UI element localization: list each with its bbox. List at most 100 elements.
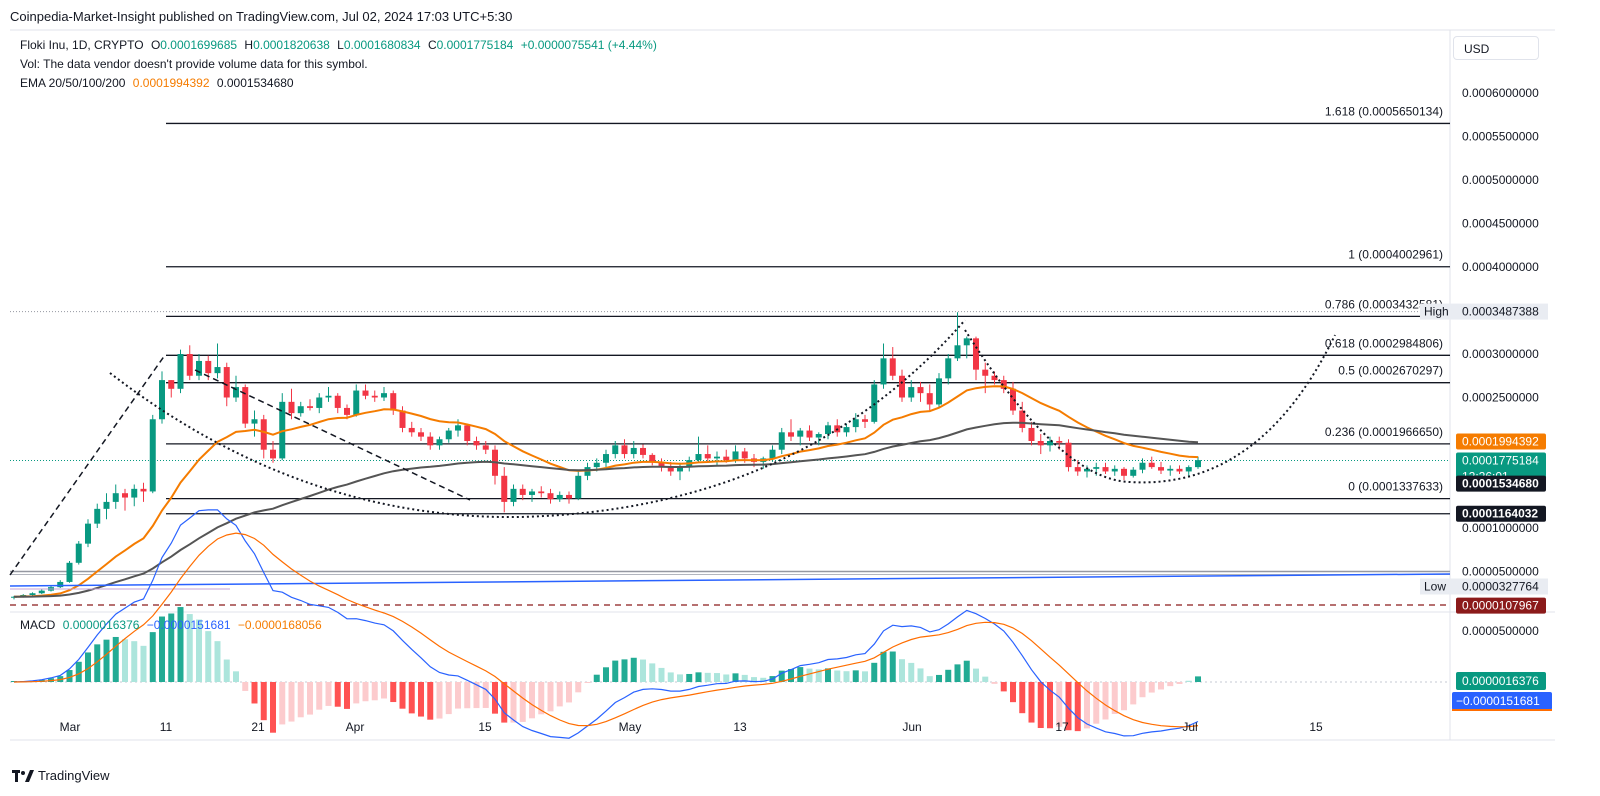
macd-histogram-bar — [649, 663, 656, 682]
time-tick-label: May — [619, 720, 642, 734]
macd-histogram-bar — [991, 682, 998, 684]
candle-body — [963, 338, 970, 346]
macd-histogram-bar — [1010, 682, 1016, 703]
trend-dashed-down — [194, 369, 471, 501]
candle-body — [418, 432, 424, 437]
macd-histogram-bar — [362, 682, 369, 702]
macd-histogram-bar — [122, 639, 128, 682]
candle-body — [131, 488, 138, 498]
macd-histogram-bar — [751, 677, 757, 682]
macd-histogram-bar — [843, 671, 850, 682]
price-label-value: 0.0003487388 — [1462, 305, 1539, 319]
candle-body — [1102, 467, 1109, 472]
macd-histogram-bar — [621, 659, 628, 682]
candle-body — [1139, 462, 1146, 470]
macd-histogram-bar — [1121, 682, 1127, 711]
macd-histogram-bar — [1111, 682, 1118, 714]
trend-dashed-up — [9, 354, 166, 576]
ema-value-1: 0.0001994392 — [132, 76, 210, 90]
candle-body — [926, 393, 933, 405]
fib-level-label: 0.786 (0.0003432581) — [1325, 297, 1443, 311]
macd-histogram-bar — [880, 651, 887, 682]
candle-body — [593, 462, 600, 468]
candle-body — [29, 593, 36, 595]
macd-histogram-bar — [852, 670, 859, 682]
macd-histogram-bar — [251, 682, 258, 704]
candle-body — [852, 419, 859, 428]
candle-body — [778, 432, 785, 450]
candle-body — [196, 360, 202, 376]
macd-histogram-bar — [1074, 682, 1081, 732]
macd-histogram-bar — [94, 644, 101, 682]
macd-histogram-bar — [954, 664, 961, 682]
macd-histogram-bar — [714, 673, 720, 682]
candle-body — [510, 488, 517, 502]
macd-histogram-bar — [538, 682, 545, 715]
macd-histogram-bar — [547, 682, 554, 712]
tradingview-icon — [12, 769, 34, 782]
candle-body — [390, 393, 397, 411]
macd-value-2: −0.0000151681 — [146, 618, 231, 632]
macd-histogram-bar — [1148, 682, 1155, 693]
fib-level-label: 1 (0.0004002961) — [1348, 248, 1443, 262]
macd-histogram-bar — [973, 668, 979, 682]
candle-body — [94, 508, 101, 524]
price-label-value: 0.0001775184 — [1462, 454, 1539, 468]
macd-histogram-bar — [584, 682, 591, 683]
signal-line — [13, 532, 1199, 728]
macd-histogram-bar — [103, 639, 110, 682]
macd-histogram-bar — [1167, 682, 1174, 687]
macd-histogram-bar — [1000, 682, 1007, 692]
candle-body — [427, 436, 434, 446]
macd-histogram-bar — [390, 682, 397, 703]
tradingview-logo[interactable]: TradingView — [12, 768, 110, 783]
candle-body — [214, 367, 221, 374]
macd-histogram-bar — [436, 682, 443, 719]
candle-body — [103, 501, 110, 509]
candle-body — [1158, 467, 1164, 471]
candle-body — [1093, 467, 1100, 469]
macd-histogram-bar — [788, 669, 794, 682]
candle-body — [658, 461, 665, 468]
macd-histogram-bar — [344, 682, 350, 709]
price-tick-label: 0.0004500000 — [1462, 217, 1539, 231]
macd-histogram-bar — [1185, 680, 1192, 682]
candle-body — [1176, 468, 1183, 472]
change-value: +0.0000075541 (+4.44%) — [520, 38, 657, 52]
macd-label: MACD — [20, 618, 56, 632]
macd-histogram-bar — [926, 676, 933, 682]
currency-selector[interactable]: USD — [1453, 36, 1539, 60]
candle-body — [316, 397, 323, 408]
time-tick-label: Mar — [60, 720, 81, 734]
candle-body — [695, 454, 702, 461]
macd-histogram-bar — [473, 682, 480, 709]
candle-body — [769, 449, 776, 459]
candle-body — [815, 434, 822, 438]
price-tick-label: 0.0003000000 — [1462, 347, 1539, 361]
ema-legend: EMA 20/50/100/200 0.0001994392 0.0001534… — [20, 76, 298, 90]
candle-body — [1074, 467, 1081, 472]
candle-body — [788, 432, 794, 437]
candle-body — [1167, 468, 1174, 471]
open-value: 0.0001699685 — [160, 38, 238, 52]
macd-histogram-bar — [186, 614, 193, 682]
fib-level-label: 0 (0.0001337633) — [1348, 480, 1443, 494]
time-tick-label: 13 — [733, 720, 747, 734]
candle-body — [436, 439, 443, 446]
macd-histogram-bar — [260, 682, 267, 721]
macd-histogram-bar — [834, 670, 841, 682]
macd-histogram-bar — [945, 669, 952, 682]
candle-body — [381, 393, 387, 398]
macd-histogram-bar — [223, 659, 230, 682]
price-tick-label: 0.0002500000 — [1462, 391, 1539, 405]
time-tick-label: Jul — [1182, 720, 1197, 734]
macd-histogram-bar — [908, 662, 915, 682]
macd-histogram-bar — [464, 682, 471, 709]
macd-histogram-bar — [1065, 682, 1072, 731]
candle-body — [168, 380, 175, 389]
macd-histogram-bar — [418, 682, 424, 717]
handle-dotted-curve — [964, 329, 1336, 484]
candle-body — [575, 475, 582, 499]
price-label-bg — [1456, 475, 1546, 492]
